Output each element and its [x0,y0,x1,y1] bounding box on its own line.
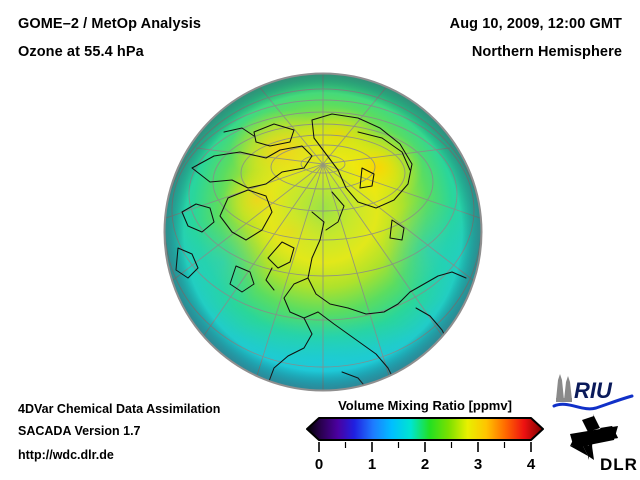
riu-logo: RIU [552,374,634,411]
globe-outline [163,72,483,392]
globe-map [163,72,483,392]
timestamp-label: Aug 10, 2009, 12:00 GMT [449,16,622,32]
source-url-label[interactable]: http://wdc.dlr.de [18,448,114,462]
colorbar: Volume Mixing Ratio [ppmv] [305,398,545,474]
colorbar-gradient [306,417,544,441]
colorbar-scale: 0 1 2 3 4 [306,417,544,472]
colorbar-title: Volume Mixing Ratio [ppmv] [338,398,512,413]
colorbar-tick-4: 4 [527,456,536,472]
riu-tower-icon [556,374,572,402]
page-title: GOME–2 / MetOp Analysis [18,16,202,32]
colorbar-tick-0: 0 [315,456,323,472]
colorbar-tick-1: 1 [368,456,376,472]
colorbar-tick-3: 3 [474,456,482,472]
globe-limb-shading [165,74,481,390]
dlr-wordmark: DLR [600,455,638,474]
colorbar-tick-2: 2 [421,456,429,472]
dlr-pinwheel-icon [570,414,618,460]
colorbar-tick-labels: 0 1 2 3 4 [315,456,536,472]
logo-group: RIU DLR [552,374,638,474]
region-label: Northern Hemisphere [471,44,622,60]
riu-wordmark: RIU [574,378,613,403]
riu-wave-icon [552,394,634,411]
subtitle-quantity: Ozone at 55.4 hPa [18,44,144,60]
colorbar-minor-ticks [344,442,506,448]
colorbar-major-ticks [318,442,532,452]
version-label: SACADA Version 1.7 [18,424,141,438]
dlr-logo: DLR [570,414,638,474]
method-label: 4DVar Chemical Data Assimilation [18,402,221,416]
